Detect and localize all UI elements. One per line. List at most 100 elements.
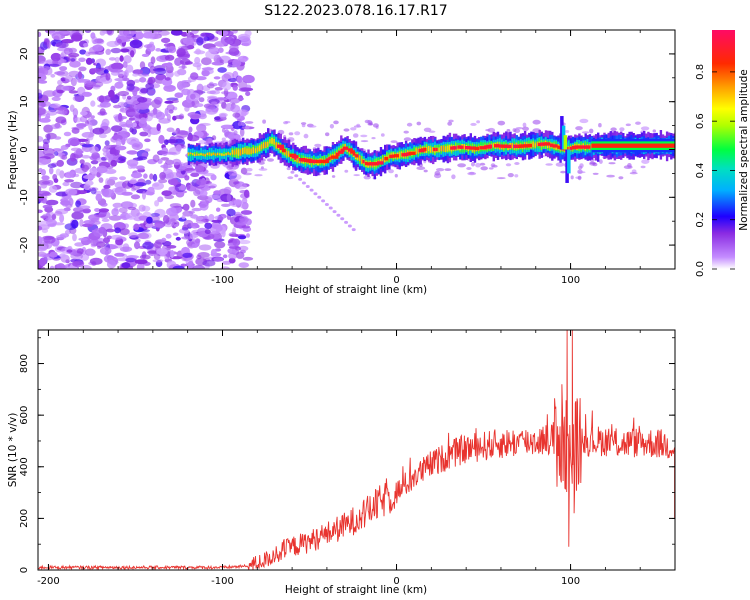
noise-speckle	[78, 237, 88, 241]
noise-speckle	[380, 133, 385, 137]
noise-speckle	[104, 170, 116, 175]
noise-speckle	[139, 131, 149, 137]
snr-x-tick-label: -100	[211, 576, 234, 587]
snr-y-tick-label: 0	[19, 567, 30, 573]
noise-speckle	[38, 92, 43, 99]
spectrogram-peak-cell	[474, 146, 479, 151]
spectrogram-ridge-cell	[256, 147, 259, 152]
noise-speckle	[190, 199, 196, 208]
noise-speckle	[344, 169, 349, 173]
noise-speckle	[221, 260, 232, 265]
noise-speckle	[187, 45, 195, 50]
noise-speckle	[262, 119, 266, 124]
noise-speckle	[169, 203, 182, 208]
noise-speckle	[220, 124, 234, 130]
spectrogram-peak-cell	[572, 146, 577, 150]
noise-speckle	[71, 127, 80, 134]
noise-speckle	[110, 234, 123, 240]
noise-speckle	[217, 47, 224, 53]
noise-speckle	[128, 179, 138, 184]
noise-speckle	[81, 164, 90, 172]
noise-speckle	[160, 157, 170, 161]
noise-speckle	[39, 257, 47, 267]
noise-speckle	[151, 99, 162, 109]
spectrogram-peak-cell	[325, 158, 329, 162]
noise-speckle	[110, 47, 122, 54]
noise-speckle	[192, 265, 205, 269]
noise-speckle	[451, 174, 456, 180]
noise-speckle	[307, 125, 317, 128]
noise-speckle	[313, 192, 318, 196]
noise-speckle	[234, 246, 242, 251]
noise-speckle	[157, 150, 168, 155]
noise-speckle	[88, 220, 101, 226]
spectrogram-ridge-cell	[296, 157, 298, 163]
noise-speckle	[119, 55, 124, 62]
noise-speckle	[125, 257, 137, 263]
noise-speckle	[161, 37, 171, 44]
spectrogram-ridge-cell	[196, 153, 198, 156]
spectrogram-y-tick-label: 20	[19, 48, 30, 61]
noise-speckle	[228, 97, 241, 104]
noise-speckle	[71, 211, 84, 220]
spectrogram-ridge-cell	[275, 142, 277, 149]
noise-speckle	[138, 204, 146, 212]
noise-speckle	[196, 37, 204, 46]
noise-speckle	[190, 114, 200, 119]
noise-speckle	[55, 116, 67, 124]
noise-speckle	[99, 101, 111, 108]
spectrogram-ridge-cell	[191, 153, 194, 155]
spectrogram-ridge-cell	[415, 148, 417, 155]
spectrogram-peak-cell	[550, 143, 554, 147]
noise-speckle	[347, 224, 352, 228]
spectrogram-peak-cell	[377, 161, 384, 165]
noise-speckle	[204, 229, 211, 235]
noise-speckle	[164, 85, 175, 89]
noise-speckle	[343, 128, 350, 132]
noise-speckle	[190, 172, 200, 177]
noise-speckle	[79, 159, 85, 165]
snr-y-tick-label: 200	[19, 509, 30, 528]
spectrogram-peak-cell	[389, 154, 393, 159]
noise-speckle	[416, 121, 422, 126]
noise-speckle	[174, 115, 184, 120]
noise-speckle	[115, 138, 122, 148]
noise-speckle	[78, 57, 86, 63]
noise-speckle	[226, 193, 231, 203]
noise-speckle	[100, 202, 108, 207]
noise-speckle	[82, 208, 92, 214]
noise-speckle	[182, 203, 190, 211]
noise-speckle	[180, 80, 188, 89]
noise-speckle	[579, 118, 589, 124]
noise-speckle	[545, 163, 553, 166]
spectrogram-peak-cell	[435, 147, 438, 152]
noise-speckle	[104, 153, 114, 161]
spectrogram-peak-cell	[498, 144, 503, 148]
spectrogram-y-ticks: -20 -10 0 10 20	[19, 29, 675, 270]
noise-speckle	[497, 120, 506, 126]
noise-speckle	[490, 163, 496, 168]
noise-speckle	[390, 140, 398, 144]
noise-speckle	[467, 172, 477, 176]
noise-speckle	[121, 191, 133, 196]
noise-speckle	[139, 117, 147, 124]
noise-speckle	[38, 108, 47, 115]
spectrogram-peak-cell	[335, 152, 340, 156]
spectrogram-peak-cell	[545, 142, 550, 146]
noise-speckle	[223, 88, 229, 97]
spectrogram-peak-cell	[576, 145, 583, 149]
noise-speckle	[98, 95, 105, 103]
spectrogram-ridge-cell	[536, 141, 539, 147]
noise-speckle	[240, 210, 253, 215]
noise-speckle	[101, 218, 110, 222]
noise-speckle	[301, 181, 306, 185]
spectrogram-peak-cell	[342, 146, 348, 150]
noise-speckle	[191, 207, 202, 212]
colorbar-tick-label: 0.4	[695, 162, 706, 178]
noise-speckle	[96, 171, 101, 178]
noise-speckle	[145, 179, 152, 185]
noise-speckle	[190, 72, 199, 80]
noise-speckle	[194, 238, 201, 244]
noise-speckle	[106, 228, 115, 233]
noise-speckle	[641, 159, 650, 165]
